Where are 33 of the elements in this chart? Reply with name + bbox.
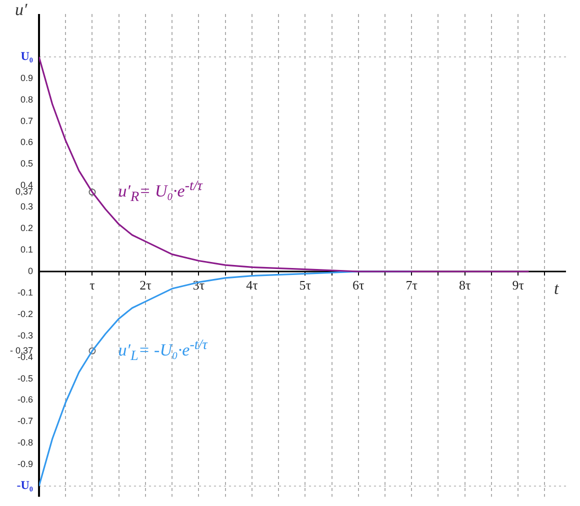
y-tick-label: 0.6 bbox=[20, 137, 34, 148]
y-tick-label: 0.2 bbox=[20, 223, 34, 234]
x-tick-label: τ bbox=[90, 278, 95, 293]
y-axis-title: u′ bbox=[15, 0, 28, 20]
x-tick-label: 2τ bbox=[140, 278, 152, 293]
x-tick-label: 7τ bbox=[406, 278, 418, 293]
y-tick-label: -0.2 bbox=[18, 308, 34, 319]
y-tick-label: U₀ bbox=[20, 49, 34, 64]
y-tick-label: -0.7 bbox=[18, 416, 34, 426]
annotation: u′$_{L}$= -U₀·e$^{-t/τ}$ bbox=[118, 336, 208, 365]
y-tick-label: 0 bbox=[28, 266, 34, 276]
y-tick-label: 0.7 bbox=[20, 116, 34, 126]
y-tick-label: 0.8 bbox=[20, 94, 34, 104]
x-tick-label: 5τ bbox=[299, 278, 312, 293]
y-tick-label: -0.6 bbox=[18, 394, 34, 405]
y-tick-label: 0.5 bbox=[20, 158, 34, 169]
y-tick-label: 0.1 bbox=[20, 244, 34, 255]
y-tick-label: -0.3 bbox=[18, 330, 34, 340]
y-tick-label: 0,37 bbox=[15, 186, 34, 197]
x-tick-label: 9τ bbox=[512, 278, 524, 293]
x-tick-label: 8τ bbox=[458, 278, 471, 293]
y-tick-label: -0.9 bbox=[18, 459, 34, 470]
y-tick-label: -0.5 bbox=[18, 373, 34, 384]
y-tick-label: -0.1 bbox=[18, 287, 34, 298]
x-tick-label: 4τ bbox=[246, 278, 258, 293]
x-tick-label: 6τ bbox=[352, 278, 364, 293]
annotation: u′$_{R}$= U₀·e$^{-t/τ}$ bbox=[118, 178, 202, 206]
y-tick-label: 0.9 bbox=[20, 72, 34, 83]
y-tick-label: 0.3 bbox=[20, 202, 34, 212]
y-tick-label: - 0,37 bbox=[10, 345, 34, 356]
y-tick-label: -0.8 bbox=[18, 438, 34, 448]
y-tick-label: -U₀ bbox=[16, 478, 34, 492]
x-axis-title: t bbox=[554, 279, 559, 300]
